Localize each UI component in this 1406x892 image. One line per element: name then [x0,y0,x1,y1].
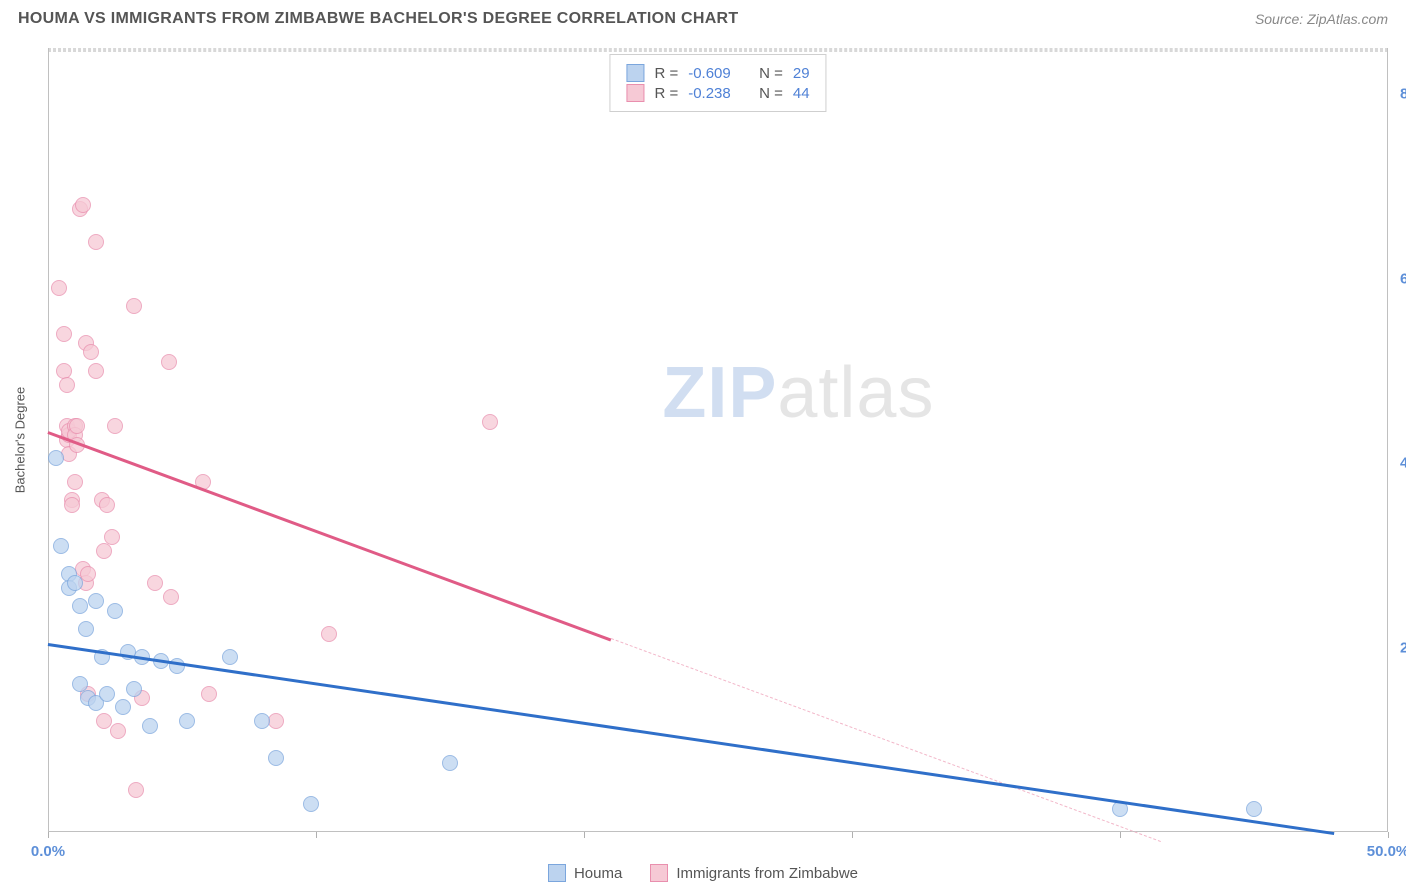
x-tick [1120,832,1121,838]
data-point [69,418,85,434]
data-point [88,234,104,250]
legend-item: Houma [548,864,622,882]
data-point [67,575,83,591]
data-point [99,686,115,702]
y-tick-label: 40.0% [1390,455,1406,472]
data-point [161,354,177,370]
data-point [104,529,120,545]
legend-swatch [626,84,644,102]
trend-line [48,643,1335,835]
y-axis-right [1387,48,1388,832]
chart-area: Bachelor's Degree ZIPatlas 20.0%40.0%60.… [48,48,1388,832]
data-point [88,593,104,609]
source-attribution: Source: ZipAtlas.com [1255,11,1388,27]
y-tick-label: 20.0% [1390,639,1406,656]
legend-label: Houma [574,865,622,882]
data-point [88,363,104,379]
data-point [96,543,112,559]
data-point [115,699,131,715]
data-point [53,538,69,554]
x-tick [584,832,585,838]
legend-label: Immigrants from Zimbabwe [676,865,858,882]
y-tick-label: 60.0% [1390,270,1406,287]
x-tick-label: 0.0% [31,843,65,860]
data-point [179,713,195,729]
data-point [142,718,158,734]
trend-line [611,638,1161,842]
data-point [482,414,498,430]
stats-row: R = -0.238 N = 44 [626,83,809,103]
stat-value-r: -0.238 [688,85,731,102]
data-point [99,497,115,513]
y-axis-label: Bachelor's Degree [13,387,28,494]
data-point [268,750,284,766]
x-tick [1388,832,1389,838]
legend: Houma Immigrants from Zimbabwe [0,864,1406,882]
x-axis [48,831,1388,832]
data-point [147,575,163,591]
data-point [303,796,319,812]
x-tick [316,832,317,838]
data-point [51,280,67,296]
data-point [321,626,337,642]
data-point [128,782,144,798]
data-point [201,686,217,702]
data-point [107,418,123,434]
legend-swatch [626,64,644,82]
data-point [64,497,80,513]
data-point [75,197,91,213]
data-point [83,344,99,360]
stats-row: R = -0.609 N = 29 [626,63,809,83]
data-point [442,755,458,771]
gridline-h [48,51,1388,52]
data-point [222,649,238,665]
stat-value-n: 44 [793,85,810,102]
x-tick [852,832,853,838]
legend-swatch [548,864,566,882]
data-point [59,377,75,393]
chart-title: HOUMA VS IMMIGRANTS FROM ZIMBABWE BACHEL… [18,10,738,28]
stat-label-r: R = [654,85,678,102]
y-tick-label: 80.0% [1390,86,1406,103]
stats-box: R = -0.609 N = 29 R = -0.238 N = 44 [609,54,826,112]
data-point [126,298,142,314]
stat-label-r: R = [654,65,678,82]
data-point [110,723,126,739]
plot-region: 20.0%40.0%60.0%80.0%0.0%50.0% [48,48,1388,832]
x-tick [48,832,49,838]
data-point [126,681,142,697]
legend-swatch [650,864,668,882]
data-point [72,598,88,614]
data-point [80,566,96,582]
data-point [48,450,64,466]
data-point [56,326,72,342]
stat-label-n: N = [759,65,783,82]
data-point [163,589,179,605]
stat-value-r: -0.609 [688,65,731,82]
x-tick-label: 50.0% [1367,843,1406,860]
legend-item: Immigrants from Zimbabwe [650,864,858,882]
trend-line [48,431,612,641]
stat-value-n: 29 [793,65,810,82]
data-point [107,603,123,619]
stat-label-n: N = [759,85,783,102]
header: HOUMA VS IMMIGRANTS FROM ZIMBABWE BACHEL… [0,0,1406,34]
data-point [1246,801,1262,817]
data-point [67,474,83,490]
data-point [254,713,270,729]
y-axis [48,48,49,832]
data-point [78,621,94,637]
